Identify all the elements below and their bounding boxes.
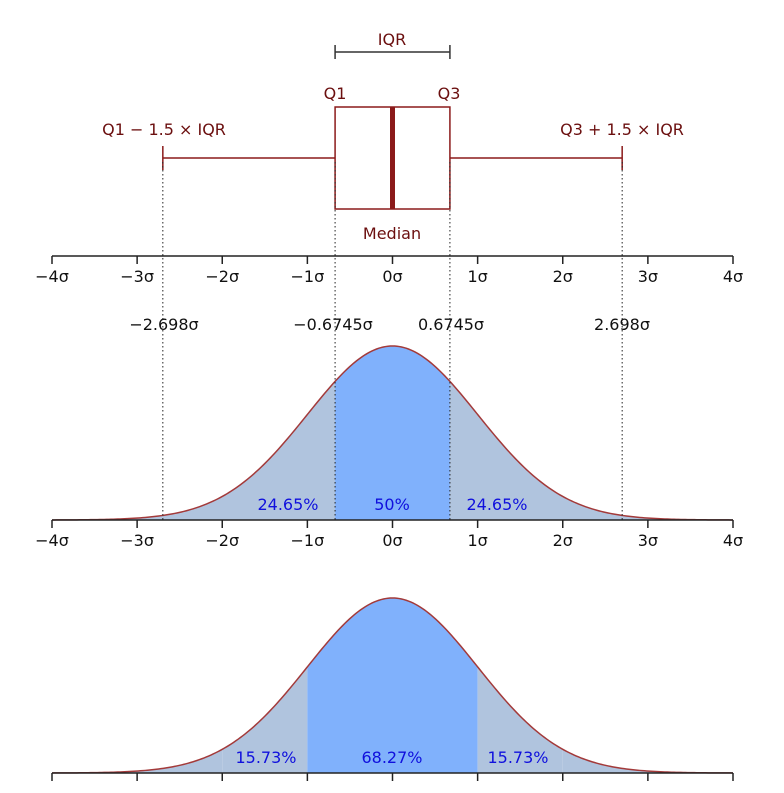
axis-middle-tick-label-4: 0σ xyxy=(382,531,402,550)
axis-middle-tick-label-8: 4σ xyxy=(723,531,743,550)
q3-label: Q3 xyxy=(438,84,461,103)
sigma-pct-center: 68.27% xyxy=(361,748,422,767)
boundary-label-pos-2698: 2.698σ xyxy=(594,315,650,334)
axis-top-tick-label-4: 0σ xyxy=(382,267,402,286)
axis-middle-tick-label-1: −3σ xyxy=(120,531,154,550)
axis-top-tick-label-6: 2σ xyxy=(553,267,573,286)
axis-middle-tick-label-0: −4σ xyxy=(35,531,69,550)
sigma-axis-middle: −4σ −3σ −2σ −1σ 0σ 1σ 2σ 3σ 4σ xyxy=(35,519,743,550)
axis-top-tick-label-7: 3σ xyxy=(638,267,658,286)
axis-middle-tick-label-6: 2σ xyxy=(553,531,573,550)
lower-whisker-label: Q1 − 1.5 × IQR xyxy=(102,120,226,139)
boundary-label-neg-2698: −2.698σ xyxy=(129,315,198,334)
quartile-normal-curve xyxy=(52,345,733,521)
axis-middle-tick-label-3: −1σ xyxy=(291,531,325,550)
quartile-curve-region-0 xyxy=(162,381,336,520)
axis-top-tick-label-5: 1σ xyxy=(467,267,487,286)
axis-top-tick-label-1: −3σ xyxy=(120,267,154,286)
sigma-curve-region-1 xyxy=(307,598,478,773)
sigma-curve-outer-left-area xyxy=(52,749,223,773)
axis-top-tick-label-3: −1σ xyxy=(291,267,325,286)
boundary-label-neg-06745: −0.6745σ xyxy=(293,315,373,334)
median-label: Median xyxy=(363,224,421,243)
axis-middle-tick-label-2: −2σ xyxy=(205,531,239,550)
sigma-axis-bottom xyxy=(51,772,734,781)
quartile-pct-left: 24.65% xyxy=(257,495,318,514)
quartile-curve-region-1 xyxy=(335,346,450,520)
quartile-curve-outline xyxy=(52,345,733,521)
sigma-pct-left: 15.73% xyxy=(235,748,296,767)
quartile-pct-right: 24.65% xyxy=(466,495,527,514)
axis-top-tick-label-8: 4σ xyxy=(723,267,743,286)
axis-middle-tick-label-7: 3σ xyxy=(638,531,658,550)
axis-top-tick-label-2: −2σ xyxy=(205,267,239,286)
axis-top-tick-label-0: −4σ xyxy=(35,267,69,286)
axis-middle-tick-label-5: 1σ xyxy=(467,531,487,550)
upper-whisker-label: Q3 + 1.5 × IQR xyxy=(560,120,684,139)
quartile-curve-region-2 xyxy=(449,381,623,520)
quartile-pct-center: 50% xyxy=(374,495,410,514)
sigma-normal-curve xyxy=(51,597,734,774)
boxplot xyxy=(162,45,623,210)
sigma-curve-outline xyxy=(51,597,734,774)
sigma-pct-right: 15.73% xyxy=(487,748,548,767)
sigma-axis-top: −4σ −3σ −2σ −1σ 0σ 1σ 2σ 3σ 4σ xyxy=(35,255,743,286)
sigma-curve-outer-right-area xyxy=(562,749,733,773)
iqr-label: IQR xyxy=(378,30,406,49)
q1-label: Q1 xyxy=(324,84,347,103)
boundary-label-pos-06745: 0.6745σ xyxy=(418,315,484,334)
